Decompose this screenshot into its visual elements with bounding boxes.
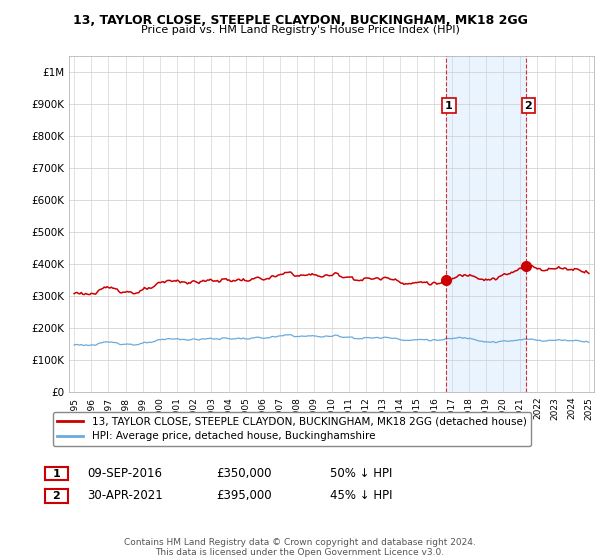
Text: 30-APR-2021: 30-APR-2021 bbox=[87, 489, 163, 502]
Text: Contains HM Land Registry data © Crown copyright and database right 2024.
This d: Contains HM Land Registry data © Crown c… bbox=[124, 538, 476, 557]
Text: 45% ↓ HPI: 45% ↓ HPI bbox=[330, 489, 392, 502]
Text: 09-SEP-2016: 09-SEP-2016 bbox=[87, 466, 162, 480]
Bar bbox=[446, 56, 526, 392]
Text: 1: 1 bbox=[445, 101, 453, 111]
Text: 1: 1 bbox=[53, 469, 60, 479]
Text: Price paid vs. HM Land Registry's House Price Index (HPI): Price paid vs. HM Land Registry's House … bbox=[140, 25, 460, 35]
Text: 2: 2 bbox=[524, 101, 532, 111]
Text: 13, TAYLOR CLOSE, STEEPLE CLAYDON, BUCKINGHAM, MK18 2GG: 13, TAYLOR CLOSE, STEEPLE CLAYDON, BUCKI… bbox=[73, 14, 527, 27]
Text: 50% ↓ HPI: 50% ↓ HPI bbox=[330, 466, 392, 480]
Text: £350,000: £350,000 bbox=[216, 466, 271, 480]
Legend: 13, TAYLOR CLOSE, STEEPLE CLAYDON, BUCKINGHAM, MK18 2GG (detached house), HPI: A: 13, TAYLOR CLOSE, STEEPLE CLAYDON, BUCKI… bbox=[53, 412, 531, 446]
Text: £395,000: £395,000 bbox=[216, 489, 272, 502]
Text: 2: 2 bbox=[53, 491, 60, 501]
